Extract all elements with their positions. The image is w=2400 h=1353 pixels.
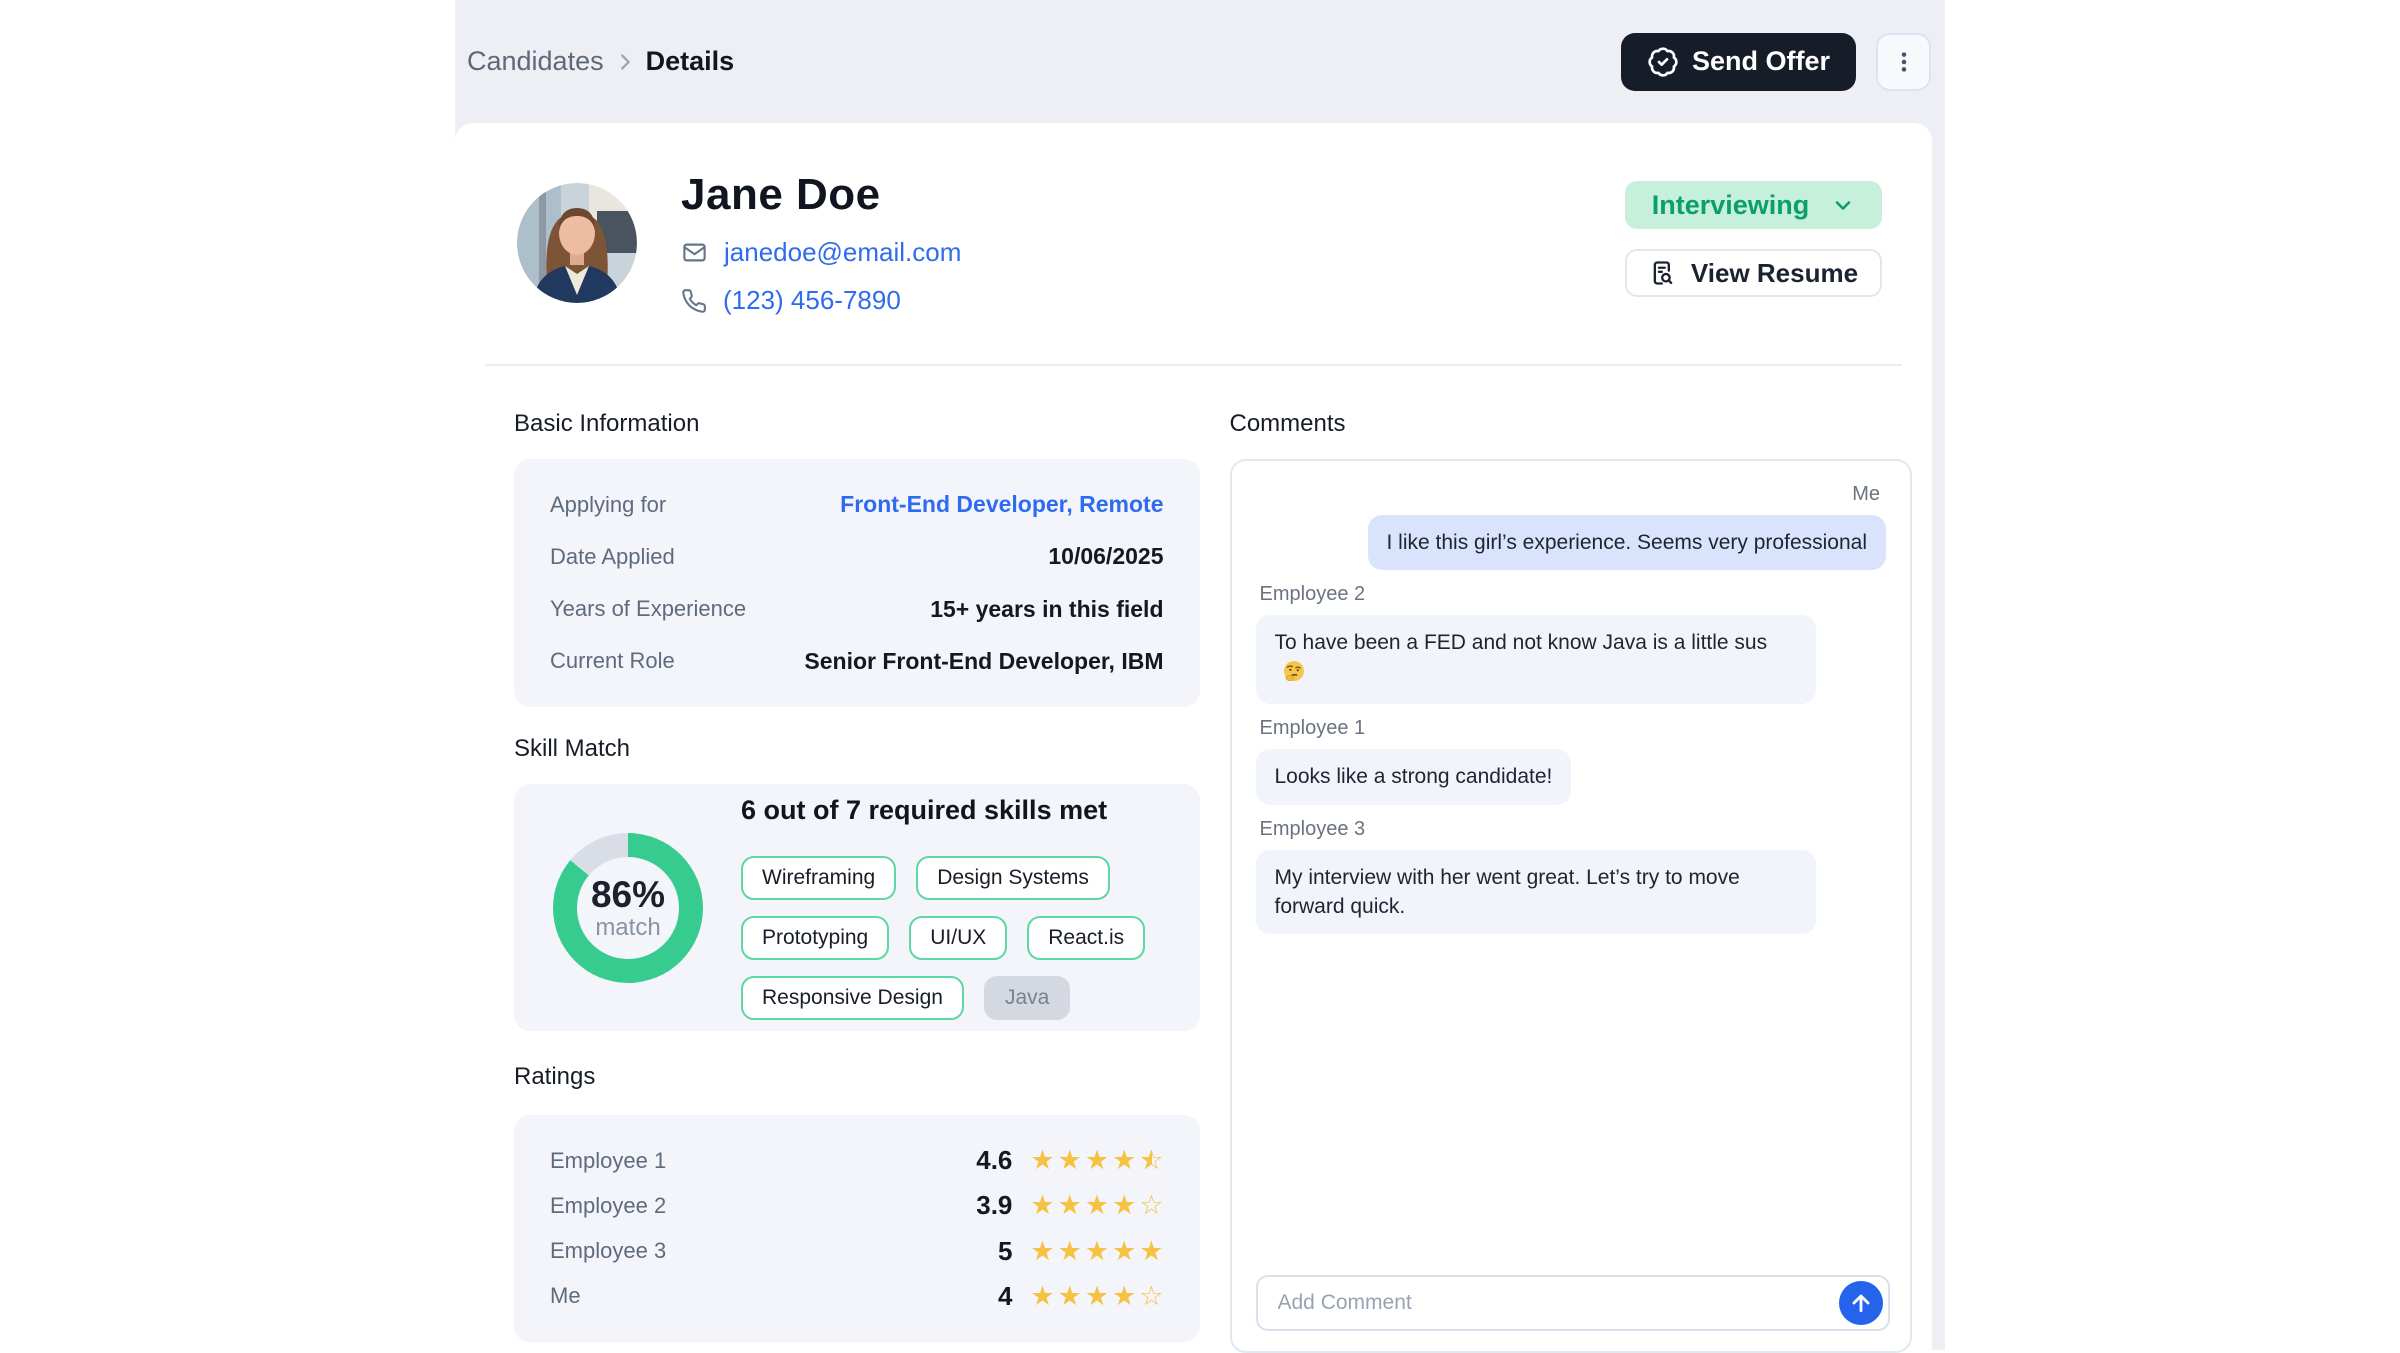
star-rating: ★ ★ ★ ★ ★ (1030, 1235, 1164, 1266)
info-value: 10/06/2025 (1048, 543, 1164, 570)
rating-value: 4.6 (976, 1145, 1013, 1175)
comments-panel: Me I like this girl’s experience. Seems … (1229, 459, 1912, 1353)
skill-chips: Wireframing Design Systems Prototyping U… (741, 856, 1171, 1020)
comment-message: Employee 1 Looks like a strong candidate… (1255, 717, 1887, 805)
send-offer-button[interactable]: Send Offer (1620, 32, 1856, 91)
basic-information-title: Basic Information (514, 410, 700, 437)
topbar-actions: Send Offer (1620, 32, 1931, 91)
mail-icon (681, 239, 708, 266)
comment-bubble: I like this girl’s experience. Seems ver… (1367, 515, 1886, 571)
ratings-title: Ratings (514, 1063, 596, 1090)
rating-value: 4 (997, 1280, 1013, 1311)
phone-icon (681, 288, 707, 314)
divider (485, 364, 1902, 366)
applying-for-link[interactable]: Front-End Developer, Remote (840, 491, 1164, 517)
send-offer-label: Send Offer (1691, 46, 1830, 76)
skill-chip: React.is (1027, 916, 1146, 960)
rater-name: Employee 2 (550, 1192, 667, 1218)
skill-chip: Design Systems (916, 856, 1110, 900)
info-row: Years of Experience 15+ years in this fi… (550, 596, 1164, 623)
rater-name: Me (550, 1283, 581, 1309)
send-comment-button[interactable] (1839, 1281, 1883, 1325)
rating-value: 5 (997, 1235, 1013, 1266)
status-dropdown[interactable]: Interviewing (1625, 181, 1882, 229)
info-value: 15+ years in this field (930, 595, 1164, 622)
view-resume-button[interactable]: View Resume (1625, 249, 1882, 297)
comment-bubble: To have been a FED and not know Java is … (1255, 615, 1816, 705)
match-percent: 86% (590, 873, 666, 915)
rating-row: Employee 2 3.9 ★ ★ ★ ★ ☆ (550, 1190, 1164, 1221)
skill-chip: Responsive Design (741, 976, 964, 1020)
info-label: Applying for (550, 491, 667, 517)
add-comment-input[interactable] (1255, 1275, 1890, 1331)
status-label: Interviewing (1651, 189, 1810, 220)
comment-author: Employee 1 (1259, 717, 1366, 740)
chevron-right-icon (614, 51, 636, 73)
comment-author: Employee 2 (1259, 583, 1366, 606)
arrow-up-icon (1848, 1290, 1874, 1316)
view-resume-label: View Resume (1690, 257, 1859, 288)
file-search-icon (1649, 259, 1677, 287)
comment-bubble: My interview with her went great. Let’s … (1255, 849, 1816, 935)
skill-chip: Wireframing (741, 856, 897, 900)
skill-match-title: Skill Match (514, 735, 631, 762)
comments-title: Comments (1229, 410, 1346, 437)
comment-author: Me (1852, 483, 1880, 505)
info-value: Senior Front-End Developer, IBM (804, 647, 1164, 674)
rating-value: 3.9 (976, 1190, 1013, 1221)
skills-met-headline: 6 out of 7 required skills met (741, 795, 1108, 825)
basic-information-panel: Applying for Front-End Developer, Remote… (514, 459, 1200, 707)
star-rating: ★ ★ ★ ★ ☆ (1030, 1190, 1164, 1221)
comment-message: Me I like this girl’s experience. Seems … (1256, 483, 1886, 571)
kebab-menu-button[interactable] (1876, 32, 1931, 91)
info-row: Current Role Senior Front-End Developer,… (550, 648, 1164, 675)
rater-name: Employee 3 (550, 1238, 667, 1264)
rating-row: Employee 1 4.6 ★ ★ ★ ★ ☆ ★ (550, 1145, 1164, 1176)
info-label: Current Role (550, 648, 675, 674)
skill-chip: UI/UX (909, 916, 1008, 960)
profile-header: Jane Doe janedoe@email.com (123) 456-789… (455, 123, 1932, 316)
candidate-card: Jane Doe janedoe@email.com (123) 456-789… (455, 123, 1932, 1353)
info-label: Years of Experience (550, 596, 747, 622)
skill-chip-unmet: Java (983, 976, 1071, 1020)
profile-info: Jane Doe janedoe@email.com (123) 456-789… (681, 170, 961, 316)
rater-name: Employee 1 (550, 1147, 667, 1173)
skill-match-donut: 86% match (553, 832, 703, 983)
comment-author: Employee 3 (1259, 817, 1366, 840)
info-row: Applying for Front-End Developer, Remote (550, 491, 1164, 518)
star-rating: ★ ★ ★ ★ ☆ (1030, 1280, 1164, 1311)
rating-row: Employee 3 5 ★ ★ ★ ★ ★ (550, 1236, 1164, 1267)
comment-bubble: Looks like a strong candidate! (1255, 749, 1572, 805)
phone-link[interactable]: (123) 456-7890 (723, 285, 901, 315)
email-link[interactable]: janedoe@email.com (724, 237, 962, 267)
badge-check-icon (1647, 46, 1679, 78)
breadcrumb-details: Details (645, 46, 735, 76)
ratings-panel: Employee 1 4.6 ★ ★ ★ ★ ☆ ★ Employee 2 3.9 ★ ★ ★… (514, 1115, 1200, 1342)
rating-row: Me 4 ★ ★ ★ ★ ☆ (550, 1281, 1164, 1312)
top-bar: Candidates Details Send Offer (455, 0, 1945, 123)
candidate-details-page: Candidates Details Send Offer (455, 0, 1945, 1353)
avatar (517, 183, 637, 303)
info-label: Date Applied (550, 543, 675, 569)
match-label: match (595, 913, 661, 941)
profile-actions: Interviewing View Resume (1625, 181, 1882, 316)
skill-chip: Prototyping (741, 916, 890, 960)
comment-message: Employee 2 To have been a FED and not kn… (1255, 583, 1887, 705)
comment-message: Employee 3 My interview with her went gr… (1255, 817, 1887, 935)
kebab-menu-icon (1891, 49, 1917, 75)
thinking-face-emoji (1282, 659, 1306, 691)
chevron-down-icon (1831, 193, 1855, 217)
breadcrumb: Candidates Details (467, 46, 734, 77)
breadcrumb-candidates[interactable]: Candidates (467, 46, 604, 76)
candidate-name: Jane Doe (681, 170, 881, 219)
skill-match-panel: 86% match 6 out of 7 required skills met… (514, 784, 1200, 1031)
info-row: Date Applied 10/06/2025 (550, 543, 1164, 570)
star-rating: ★ ★ ★ ★ ☆ ★ (1030, 1145, 1164, 1175)
